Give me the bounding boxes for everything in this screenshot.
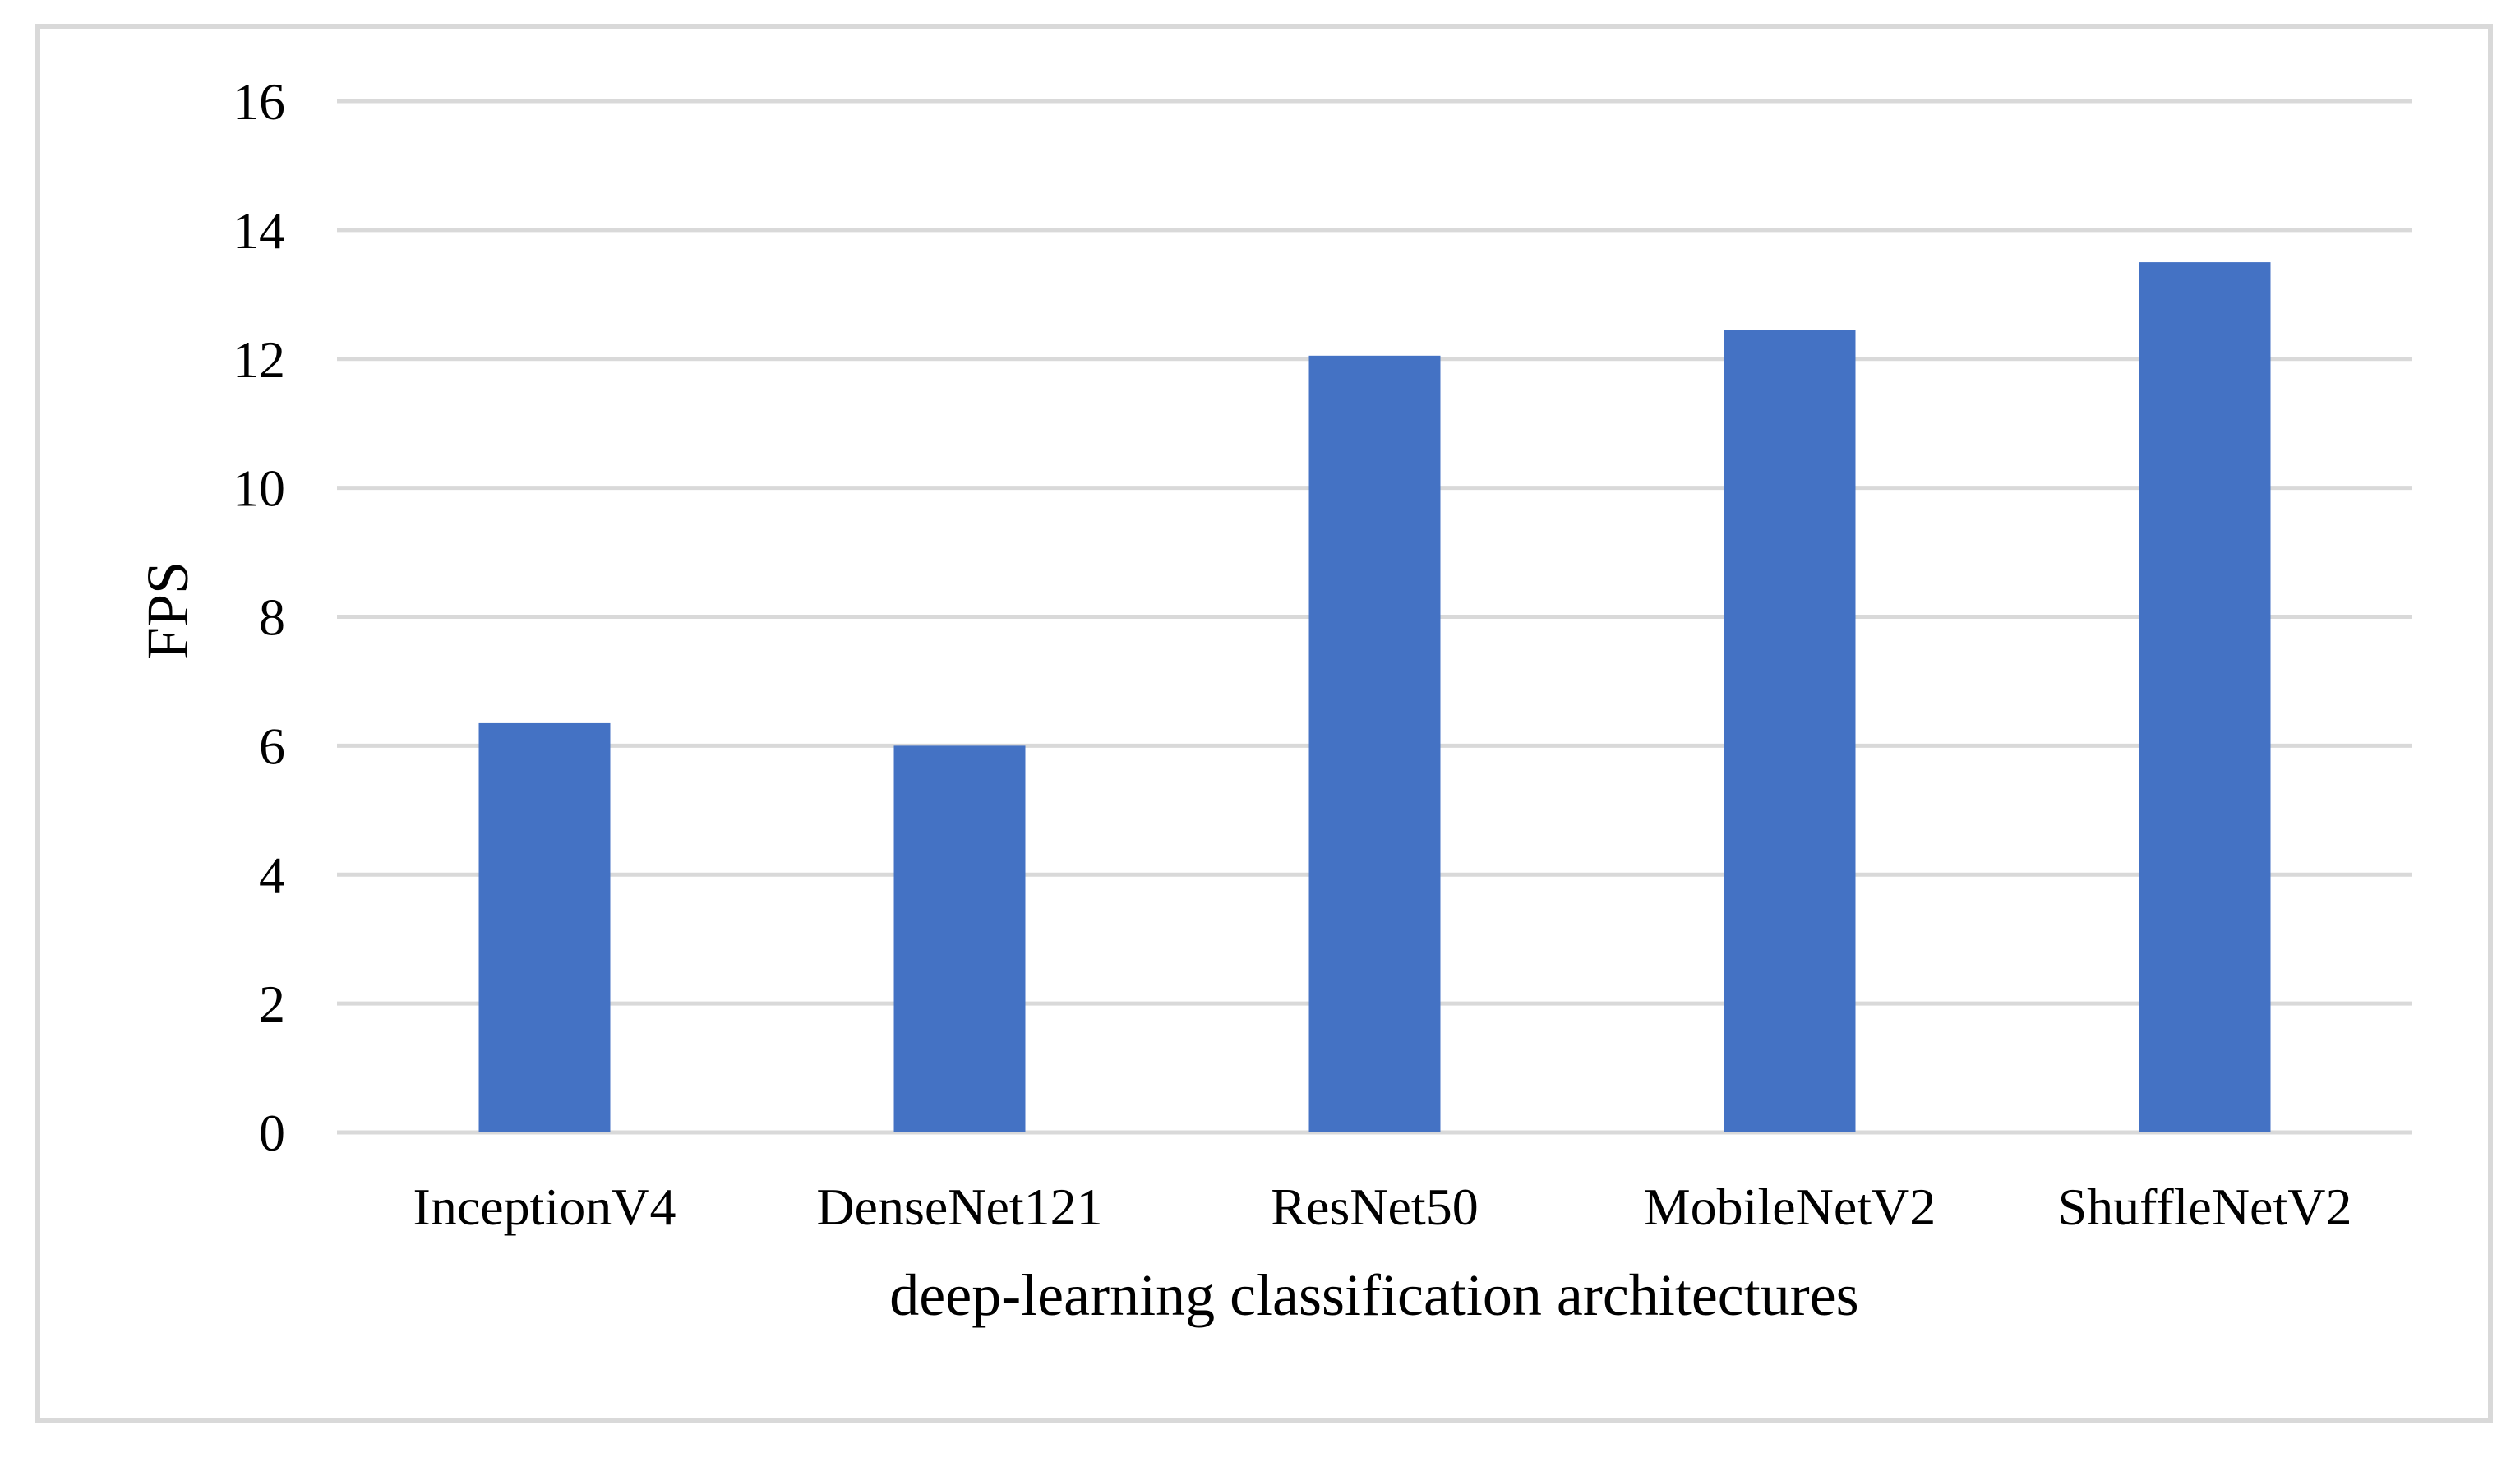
x-axis-ticks: InceptionV4 DenseNet121 ResNet50 MobileNetV… [413,1178,2352,1236]
bars [478,262,2271,1132]
y-tick-label: 8 [259,588,285,647]
y-axis-title: FPS [135,561,201,660]
bar-resnet50 [1308,355,1441,1132]
bar-mobilenetv2 [1724,330,1856,1132]
x-tick-label-mobilenetv2: MobileNetV2 [1644,1178,1936,1236]
y-tick-label: 6 [259,717,285,775]
y-tick-label: 12 [233,330,285,389]
bar-shufflenetv2 [2139,262,2271,1132]
y-tick-label: 2 [259,975,285,1033]
chart-border [35,24,2493,1423]
x-tick-label-shufflenetv2: ShuffleNetV2 [2058,1178,2352,1236]
bar-inceptionv4 [478,722,611,1132]
y-tick-label: 14 [233,201,285,260]
y-tick-label: 4 [259,846,285,904]
x-tick-label-inceptionv4: InceptionV4 [413,1178,676,1236]
x-tick-label-resnet50: ResNet50 [1271,1178,1478,1236]
bar-densenet121 [893,745,1026,1132]
y-tick-label: 16 [233,72,285,131]
y-axis-ticks: 0 2 4 6 8 10 12 14 16 [233,72,285,1162]
x-axis-title: deep-learning classification architectur… [889,1262,1858,1328]
x-tick-label-densenet121: DenseNet121 [816,1178,1102,1236]
y-tick-label: 10 [233,459,285,518]
y-tick-label: 0 [259,1104,285,1162]
